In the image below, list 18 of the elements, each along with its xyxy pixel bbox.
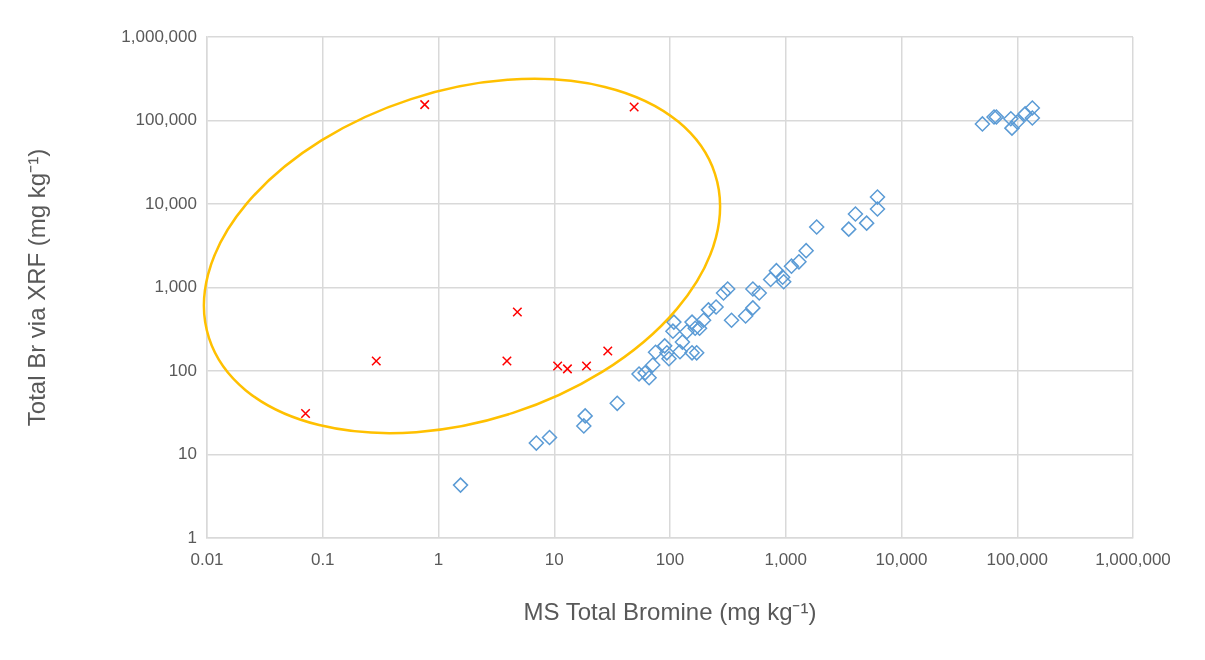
y-tick-label: 1,000,000 <box>121 26 197 46</box>
x-tick-label: 10 <box>544 549 564 569</box>
x-tick-label: 100,000 <box>986 549 1048 569</box>
y-tick-label: 1 <box>187 527 197 547</box>
x-tick-label: 0.1 <box>310 549 335 569</box>
y-tick-label: 100,000 <box>135 110 197 130</box>
y-axis-title: Total Br via XRF (mg kg⁻¹) <box>23 148 51 427</box>
x-tick-label: 1,000 <box>764 549 808 569</box>
x-tick-label: 1 <box>433 549 444 569</box>
x-tick-label: 1,000,000 <box>1095 549 1171 569</box>
y-tick-label: 100 <box>168 360 197 380</box>
y-tick-label: 1,000 <box>154 277 197 297</box>
x-tick-label: 10,000 <box>875 549 928 569</box>
x-tick-label: 0.01 <box>190 549 224 569</box>
x-axis-title: MS Total Bromine (mg kg⁻¹) <box>523 598 817 626</box>
y-tick-label: 10 <box>178 444 197 464</box>
x-tick-label: 100 <box>655 549 685 569</box>
y-tick-label: 10,000 <box>145 193 197 213</box>
